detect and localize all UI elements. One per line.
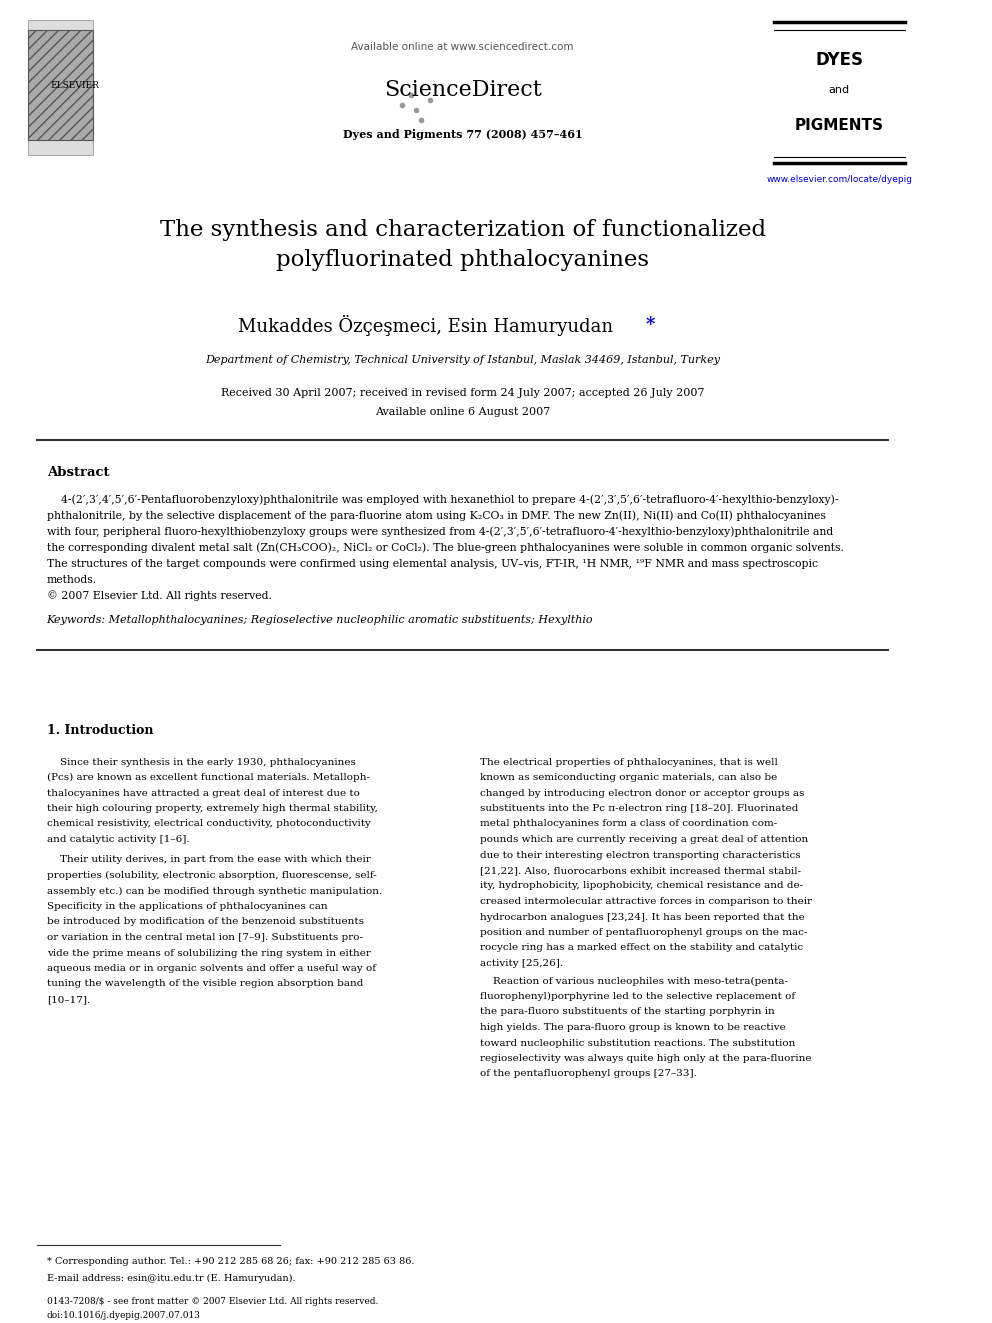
Text: Since their synthesis in the early 1930, phthalocyanines: Since their synthesis in the early 1930,… <box>47 758 355 766</box>
Text: changed by introducing electron donor or acceptor groups as: changed by introducing electron donor or… <box>480 789 805 798</box>
Text: PIGMENTS: PIGMENTS <box>795 118 884 132</box>
Text: tuning the wavelength of the visible region absorption band: tuning the wavelength of the visible reg… <box>47 979 363 988</box>
Text: 0143-7208/$ - see front matter © 2007 Elsevier Ltd. All rights reserved.: 0143-7208/$ - see front matter © 2007 El… <box>47 1298 378 1307</box>
Text: and: and <box>828 85 850 95</box>
Text: and catalytic activity [1–6].: and catalytic activity [1–6]. <box>47 835 189 844</box>
Text: fluorophenyl)porphyrine led to the selective replacement of: fluorophenyl)porphyrine led to the selec… <box>480 992 796 1002</box>
FancyBboxPatch shape <box>28 20 93 155</box>
Text: © 2007 Elsevier Ltd. All rights reserved.: © 2007 Elsevier Ltd. All rights reserved… <box>47 590 272 602</box>
Text: substituents into the Pc π-electron ring [18–20]. Fluorinated: substituents into the Pc π-electron ring… <box>480 804 799 814</box>
Text: phthalonitrile, by the selective displacement of the para-fluorine atom using K₂: phthalonitrile, by the selective displac… <box>47 511 825 521</box>
Text: ELSEVIER: ELSEVIER <box>51 81 99 90</box>
Text: known as semiconducting organic materials, can also be: known as semiconducting organic material… <box>480 773 778 782</box>
Text: Their utility derives, in part from the ease with which their: Their utility derives, in part from the … <box>47 856 370 864</box>
FancyBboxPatch shape <box>28 30 93 140</box>
Text: * Corresponding author. Tel.: +90 212 285 68 26; fax: +90 212 285 63 86.: * Corresponding author. Tel.: +90 212 28… <box>47 1257 414 1266</box>
Text: Received 30 April 2007; received in revised form 24 July 2007; accepted 26 July : Received 30 April 2007; received in revi… <box>221 388 704 398</box>
Text: creased intermolecular attractive forces in comparison to their: creased intermolecular attractive forces… <box>480 897 812 906</box>
Text: ScienceDirect: ScienceDirect <box>384 79 542 101</box>
Text: the para-fluoro substituents of the starting porphyrin in: the para-fluoro substituents of the star… <box>480 1008 775 1016</box>
Text: metal phthalocyanines form a class of coordination com-: metal phthalocyanines form a class of co… <box>480 819 778 828</box>
Text: chemical resistivity, electrical conductivity, photoconductivity: chemical resistivity, electrical conduct… <box>47 819 370 828</box>
Text: Keywords: Metallophthalocyanines; Regioselective nucleophilic aromatic substitue: Keywords: Metallophthalocyanines; Regios… <box>47 615 593 624</box>
Text: 1. Introduction: 1. Introduction <box>47 724 153 737</box>
Text: doi:10.1016/j.dyepig.2007.07.013: doi:10.1016/j.dyepig.2007.07.013 <box>47 1311 200 1319</box>
Text: pounds which are currently receiving a great deal of attention: pounds which are currently receiving a g… <box>480 835 808 844</box>
Text: [10–17].: [10–17]. <box>47 995 90 1004</box>
Text: The synthesis and characterization of functionalized
polyfluorinated phthalocyan: The synthesis and characterization of fu… <box>160 218 766 271</box>
Text: high yields. The para-fluoro group is known to be reactive: high yields. The para-fluoro group is kn… <box>480 1023 786 1032</box>
Text: DYES: DYES <box>815 52 863 69</box>
Text: or variation in the central metal ion [7–9]. Substituents pro-: or variation in the central metal ion [7… <box>47 933 363 942</box>
Text: Dyes and Pigments 77 (2008) 457–461: Dyes and Pigments 77 (2008) 457–461 <box>343 130 582 140</box>
Text: properties (solubility, electronic absorption, fluorescense, self-: properties (solubility, electronic absor… <box>47 871 376 880</box>
Text: position and number of pentafluorophenyl groups on the mac-: position and number of pentafluorophenyl… <box>480 927 807 937</box>
Text: activity [25,26].: activity [25,26]. <box>480 959 563 968</box>
Text: Specificity in the applications of phthalocyanines can: Specificity in the applications of phtha… <box>47 902 327 912</box>
Text: methods.: methods. <box>47 576 97 585</box>
Text: thalocyanines have attracted a great deal of interest due to: thalocyanines have attracted a great dea… <box>47 789 359 798</box>
Text: with four, peripheral fluoro-hexylthiobenzyloxy groups were synthesized from 4-(: with four, peripheral fluoro-hexylthiobe… <box>47 527 833 537</box>
Text: The electrical properties of phthalocyanines, that is well: The electrical properties of phthalocyan… <box>480 758 778 766</box>
Text: *: * <box>646 316 655 333</box>
Text: E-mail address: esin@itu.edu.tr (E. Hamuryudan).: E-mail address: esin@itu.edu.tr (E. Hamu… <box>47 1274 296 1282</box>
Text: be introduced by modification of the benzenoid substituents: be introduced by modification of the ben… <box>47 917 364 926</box>
Text: Abstract: Abstract <box>47 466 109 479</box>
Text: regioselectivity was always quite high only at the para-fluorine: regioselectivity was always quite high o… <box>480 1054 811 1062</box>
Text: of the pentafluorophenyl groups [27–33].: of the pentafluorophenyl groups [27–33]. <box>480 1069 697 1078</box>
Text: ity, hydrophobicity, lipophobicity, chemical resistance and de-: ity, hydrophobicity, lipophobicity, chem… <box>480 881 804 890</box>
Text: due to their interesting electron transporting characteristics: due to their interesting electron transp… <box>480 851 801 860</box>
Text: the corresponding divalent metal salt (Zn(CH₃COO)₂, NiCl₂ or CoCl₂). The blue-gr: the corresponding divalent metal salt (Z… <box>47 542 843 553</box>
Text: Reaction of various nucleophiles with meso-tetra(penta-: Reaction of various nucleophiles with me… <box>480 976 789 986</box>
Text: rocycle ring has a marked effect on the stability and catalytic: rocycle ring has a marked effect on the … <box>480 943 804 953</box>
Text: aqueous media or in organic solvents and offer a useful way of: aqueous media or in organic solvents and… <box>47 964 376 972</box>
Text: vide the prime means of solubilizing the ring system in either: vide the prime means of solubilizing the… <box>47 949 370 958</box>
Text: Mukaddes Özçeşmeci, Esin Hamuryudan: Mukaddes Özçeşmeci, Esin Hamuryudan <box>238 315 613 336</box>
Text: Available online at www.sciencedirect.com: Available online at www.sciencedirect.co… <box>351 42 573 52</box>
Text: assembly etc.) can be modified through synthetic manipulation.: assembly etc.) can be modified through s… <box>47 886 382 896</box>
Text: toward nucleophilic substitution reactions. The substitution: toward nucleophilic substitution reactio… <box>480 1039 796 1048</box>
Text: [21,22]. Also, fluorocarbons exhibit increased thermal stabil-: [21,22]. Also, fluorocarbons exhibit inc… <box>480 867 802 875</box>
Text: www.elsevier.com/locate/dyepig: www.elsevier.com/locate/dyepig <box>767 176 913 184</box>
Text: The structures of the target compounds were confirmed using elemental analysis, : The structures of the target compounds w… <box>47 560 817 569</box>
Text: Department of Chemistry, Technical University of Istanbul, Maslak 34469, Istanbu: Department of Chemistry, Technical Unive… <box>205 355 720 365</box>
Text: (Pcs) are known as excellent functional materials. Metalloph-: (Pcs) are known as excellent functional … <box>47 773 370 782</box>
Text: hydrocarbon analogues [23,24]. It has been reported that the: hydrocarbon analogues [23,24]. It has be… <box>480 913 806 922</box>
Text: Available online 6 August 2007: Available online 6 August 2007 <box>375 407 551 417</box>
Text: their high colouring property, extremely high thermal stability,: their high colouring property, extremely… <box>47 804 378 814</box>
Text: 4-(2′,3′,4′,5′,6′-Pentafluorobenzyloxy)phthalonitrile was employed with hexaneth: 4-(2′,3′,4′,5′,6′-Pentafluorobenzyloxy)p… <box>47 495 838 505</box>
